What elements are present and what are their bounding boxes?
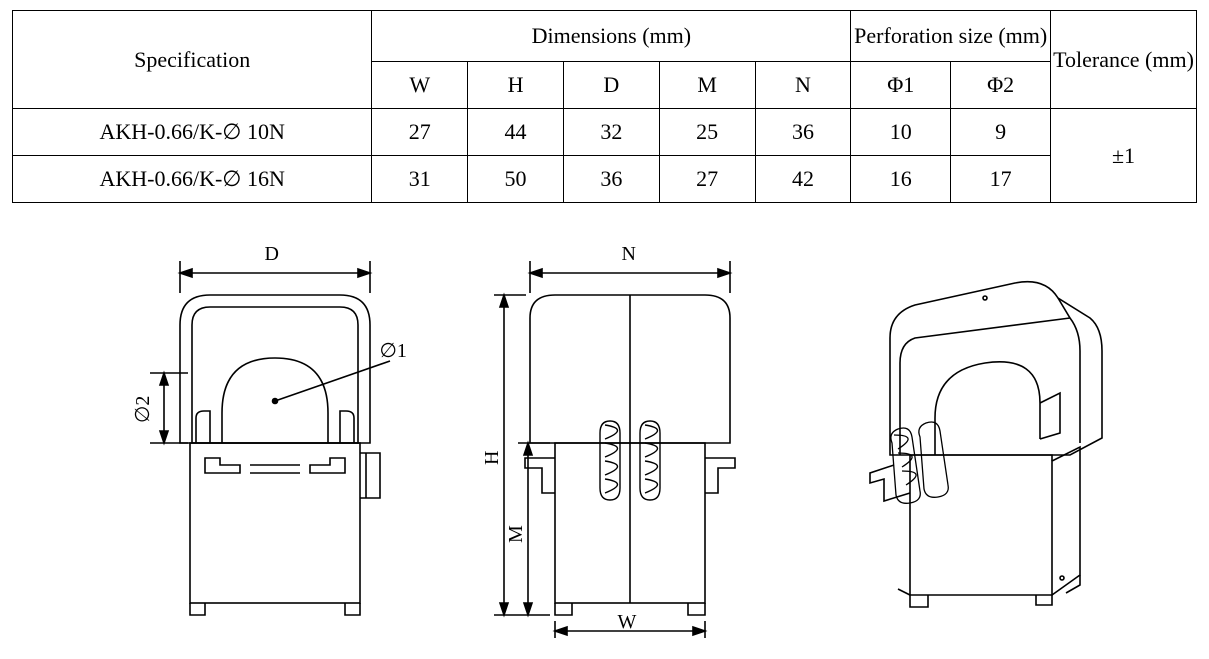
col-phi2: Φ2 xyxy=(951,62,1051,109)
label-m: M xyxy=(505,525,528,543)
cell-phi2: 17 xyxy=(951,156,1051,203)
header-dimensions: Dimensions (mm) xyxy=(372,11,851,62)
technical-drawings: D ∅2 ∅1 xyxy=(10,243,1199,638)
col-phi1: Φ1 xyxy=(851,62,951,109)
spec-table: Specification Dimensions (mm) Perforatio… xyxy=(12,10,1197,203)
cell-spec: AKH-0.66/K-∅ 16N xyxy=(13,156,372,203)
table-row: AKH-0.66/K-∅ 10N 27 44 32 25 36 10 9 ±1 xyxy=(13,109,1197,156)
col-m: M xyxy=(659,62,755,109)
col-h: H xyxy=(468,62,564,109)
isometric-view-svg xyxy=(840,243,1120,638)
cell-h: 44 xyxy=(468,109,564,156)
label-d: D xyxy=(265,243,279,266)
cell-phi1: 16 xyxy=(851,156,951,203)
cell-m: 27 xyxy=(659,156,755,203)
cell-spec: AKH-0.66/K-∅ 10N xyxy=(13,109,372,156)
label-h: H xyxy=(481,451,504,465)
label-n: N xyxy=(622,243,636,266)
label-phi2: ∅2 xyxy=(130,396,155,423)
cell-d: 32 xyxy=(563,109,659,156)
col-w: W xyxy=(372,62,468,109)
cell-phi1: 10 xyxy=(851,109,951,156)
cell-w: 31 xyxy=(372,156,468,203)
cell-phi2: 9 xyxy=(951,109,1051,156)
cell-n: 36 xyxy=(755,109,851,156)
front-view-svg xyxy=(460,243,780,638)
header-tolerance: Tolerance (mm) xyxy=(1051,11,1197,109)
table-row: AKH-0.66/K-∅ 16N 31 50 36 27 42 16 17 xyxy=(13,156,1197,203)
front-view: N H M W xyxy=(460,243,780,638)
cell-h: 50 xyxy=(468,156,564,203)
cell-m: 25 xyxy=(659,109,755,156)
side-view-svg xyxy=(90,243,400,638)
col-n: N xyxy=(755,62,851,109)
cell-n: 42 xyxy=(755,156,851,203)
cell-d: 36 xyxy=(563,156,659,203)
isometric-view xyxy=(840,243,1120,638)
header-spec: Specification xyxy=(13,11,372,109)
label-phi1: ∅1 xyxy=(380,338,407,363)
cell-w: 27 xyxy=(372,109,468,156)
col-d: D xyxy=(563,62,659,109)
label-w: W xyxy=(618,611,637,634)
side-view: D ∅2 ∅1 xyxy=(90,243,400,638)
header-perforation: Perforation size (mm) xyxy=(851,11,1051,62)
cell-tolerance: ±1 xyxy=(1051,109,1197,203)
